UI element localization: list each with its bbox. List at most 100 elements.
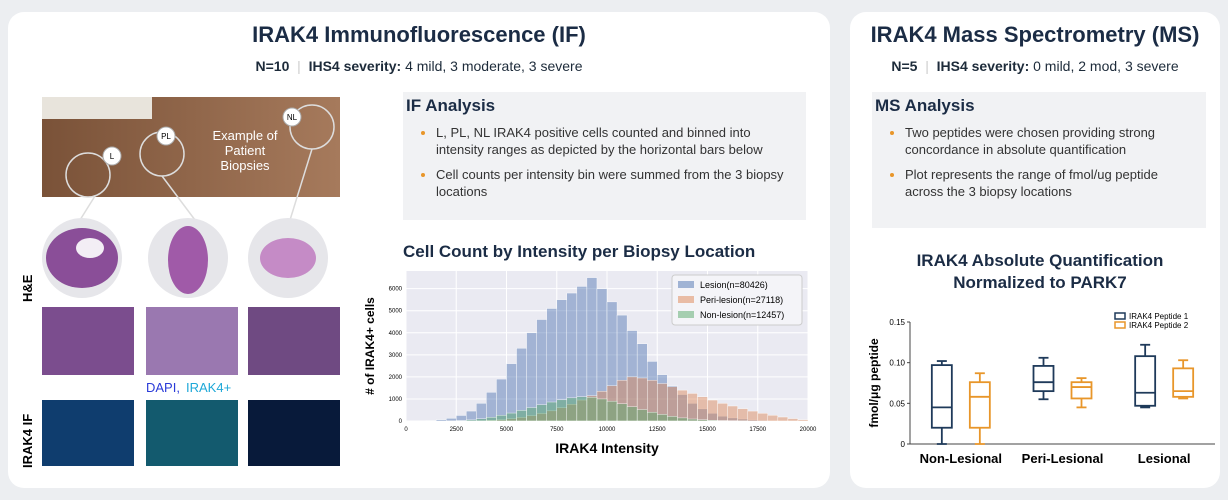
biopsy-images: L PL NL Example of Patient Biopsies DAPI… xyxy=(20,97,340,468)
hist-bar xyxy=(777,416,789,422)
hist-bar xyxy=(576,396,588,422)
legend-swatch xyxy=(678,281,694,288)
y-tick-label: 3000 xyxy=(389,353,403,359)
y-tick-label: 0.10 xyxy=(889,359,905,368)
hist-bar xyxy=(626,406,638,422)
hist-bar xyxy=(717,403,728,422)
x-tick-label: 15000 xyxy=(699,427,716,433)
y-tick-label: 5000 xyxy=(389,309,403,315)
hist-bar xyxy=(677,417,688,422)
hist-bar xyxy=(757,413,769,422)
histogram: 0 1000 2000 3000 4000 5000 6000 0 2500 5000 7500 10… xyxy=(363,271,817,456)
analysis-title: IF Analysis xyxy=(406,96,496,115)
biopsy-markers xyxy=(102,107,302,166)
hist-bar xyxy=(476,403,487,422)
y-axis-label: fmol/μg peptide xyxy=(867,338,881,428)
hist-bar xyxy=(566,397,578,422)
photo-label: NL xyxy=(287,113,298,122)
hist-bar xyxy=(526,407,537,422)
x-tick-label: 17500 xyxy=(749,427,766,433)
x-tick-label: 7500 xyxy=(550,427,564,433)
box xyxy=(930,364,953,429)
hist-bar xyxy=(697,396,708,422)
n: N=5 xyxy=(891,58,918,74)
y-tick-label: 6000 xyxy=(389,287,403,293)
hist-title: Cell Count by Intensity per Biopsy Locat… xyxy=(403,242,756,261)
hist-bar xyxy=(737,408,748,422)
hist-bar xyxy=(727,405,738,422)
hist-bar xyxy=(687,393,698,422)
hist-bar xyxy=(506,363,517,422)
x-tick-label: 0 xyxy=(404,427,408,433)
he-label: H&E xyxy=(20,274,35,302)
hist-bar xyxy=(697,419,708,422)
hist-bar xyxy=(546,401,557,422)
hist-bar xyxy=(476,418,487,422)
hist-bar xyxy=(506,412,517,422)
bullet: L, PL, NL IRAK4 positive cells counted a… xyxy=(436,124,786,158)
title-line: IRAK4 Absolute Quantification xyxy=(916,251,1164,270)
hist-bar xyxy=(466,410,477,422)
stain-irak4: IRAK4+ xyxy=(186,380,231,395)
hist-bar xyxy=(496,415,507,422)
hist-bar xyxy=(767,415,779,422)
analysis-title: MS Analysis xyxy=(875,96,975,115)
box-title: IRAK4 Absolute Quantification Normalized … xyxy=(850,250,1228,294)
legend-swatch xyxy=(1114,312,1126,320)
hist-bar xyxy=(456,415,467,422)
ms-card xyxy=(850,12,1220,488)
severity-label: IHS4 severity: xyxy=(308,58,402,74)
severity: N=5 | IHS4 severity: 0 mild, 2 mod, 3 se… xyxy=(891,58,1179,74)
hist-bar xyxy=(445,418,457,422)
severity: N=10 | IHS4 severity: 4 mild, 3 moderate… xyxy=(255,58,583,74)
bullet: Plot represents the range of fmol/ug pep… xyxy=(905,166,1190,200)
if-micrographs xyxy=(42,400,340,466)
n: N=10 xyxy=(255,58,290,74)
hist-bar xyxy=(516,348,527,422)
x-tick-label: 12500 xyxy=(649,427,666,433)
photo-ruler xyxy=(42,97,152,119)
hist-bar xyxy=(556,399,568,422)
title-line: Normalized to PARK7 xyxy=(953,273,1127,292)
title: IRAK4 Mass Spectrometry (MS) xyxy=(870,22,1200,47)
hist-bar xyxy=(606,400,618,422)
legend-swatch xyxy=(678,311,694,318)
x-tick-label: 10000 xyxy=(599,427,616,433)
x-axis-label: IRAK4 Intensity xyxy=(555,440,659,456)
severity-text: 0 mild, 2 mod, 3 severe xyxy=(1033,58,1179,74)
he-micrographs xyxy=(42,307,340,375)
ms-analysis: MS Analysis Two peptides were chosen pro… xyxy=(872,92,1206,228)
hist-bar xyxy=(596,398,608,422)
hist-bar xyxy=(667,386,678,422)
y-tick-label: 1000 xyxy=(389,397,403,403)
legend-label: IRAK4 Peptide 1 xyxy=(1129,312,1189,321)
y-axis-label: # of IRAK4+ cells xyxy=(363,297,377,395)
legend-label: Non-lesion(n=12457) xyxy=(700,310,784,320)
hist-bar xyxy=(707,420,718,422)
box xyxy=(968,381,991,429)
hist-bar xyxy=(797,419,809,422)
photo-label: L xyxy=(110,152,115,161)
severity-text: 4 mild, 3 moderate, 3 severe xyxy=(405,58,583,74)
hist-bar xyxy=(536,404,547,422)
severity-label: IHS4 severity: xyxy=(936,58,1030,74)
hist-bar xyxy=(435,419,447,422)
legend-swatch xyxy=(678,296,694,303)
legend-swatch xyxy=(1114,321,1126,329)
hist-bar xyxy=(667,416,678,422)
box xyxy=(1134,355,1157,407)
y-tick-label: 4000 xyxy=(389,331,403,337)
bullet: Cell counts per intensity bin were summe… xyxy=(436,166,786,200)
hist-bar xyxy=(747,410,758,422)
y-tick-label: 0 xyxy=(399,419,403,425)
hist-bar xyxy=(496,378,507,422)
hist-bar xyxy=(687,418,698,422)
box xyxy=(1172,367,1195,398)
hist-bar xyxy=(486,417,497,422)
x-tick-label: Non-Lesional xyxy=(920,451,1002,466)
photo-label: PL xyxy=(161,132,171,141)
hist-bar xyxy=(677,389,688,422)
hist-bar xyxy=(616,403,628,422)
hist-bar xyxy=(636,409,648,422)
